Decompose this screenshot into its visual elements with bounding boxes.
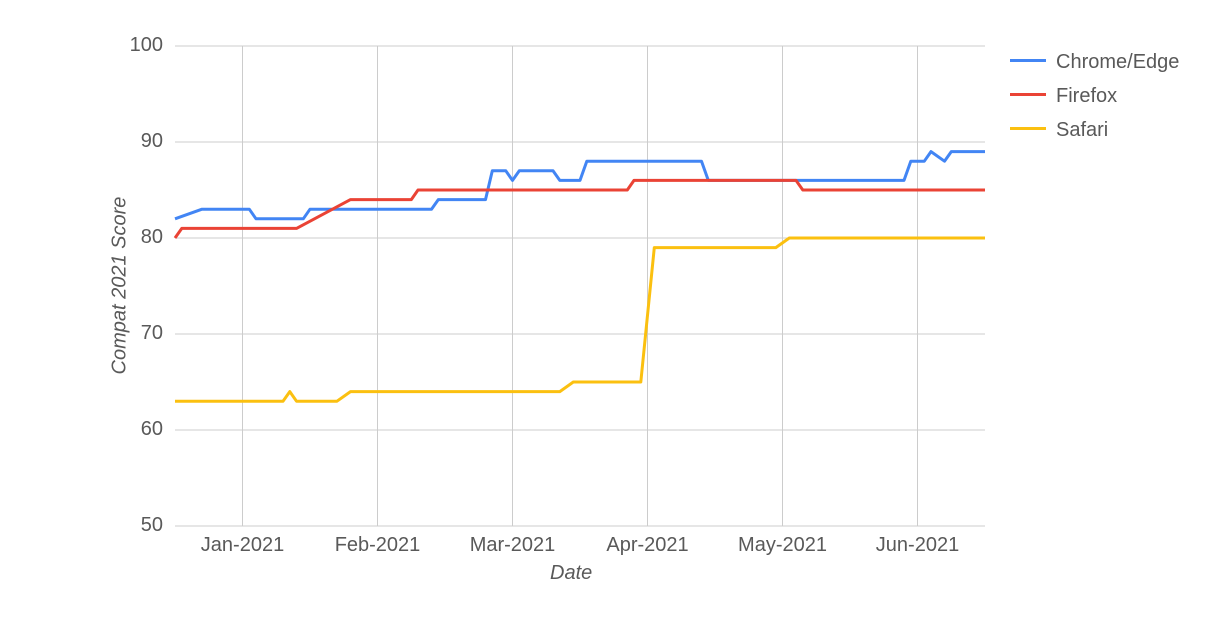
legend-item-firefox: Firefox: [1010, 84, 1176, 108]
y-tick-label: 80: [141, 226, 163, 249]
x-tick-label: Feb-2021: [333, 534, 423, 557]
legend-label: Safari: [1056, 118, 1108, 142]
y-tick-label: 50: [141, 514, 163, 537]
series-line-chrome: [175, 152, 985, 219]
x-tick-label: Mar-2021: [468, 534, 558, 557]
x-tick-label: May-2021: [738, 534, 828, 557]
legend-label: Chrome/Edge: [1056, 50, 1176, 74]
x-axis-label: Date: [550, 562, 592, 585]
x-tick-label: Jan-2021: [198, 534, 288, 557]
series-line-safari: [175, 238, 985, 401]
legend-label: Firefox: [1056, 84, 1117, 108]
y-tick-label: 90: [141, 130, 163, 153]
legend-swatch: [1010, 59, 1046, 62]
x-tick-label: Jun-2021: [873, 534, 963, 557]
legend-item-chrome: Chrome/Edge: [1010, 50, 1176, 74]
chart-container: Compat 2021 Score Date Chrome/Edge Firefo…: [0, 0, 1212, 628]
y-tick-label: 70: [141, 322, 163, 345]
legend-swatch: [1010, 127, 1046, 130]
y-tick-label: 60: [141, 418, 163, 441]
legend-item-safari: Safari: [1010, 118, 1176, 142]
y-tick-label: 100: [130, 34, 163, 57]
y-axis-label: Compat 2021 Score: [109, 186, 132, 386]
x-tick-label: Apr-2021: [603, 534, 693, 557]
legend-swatch: [1010, 93, 1046, 96]
series-line-firefox: [175, 180, 985, 238]
legend: Chrome/Edge Firefox Safari: [1010, 50, 1176, 152]
